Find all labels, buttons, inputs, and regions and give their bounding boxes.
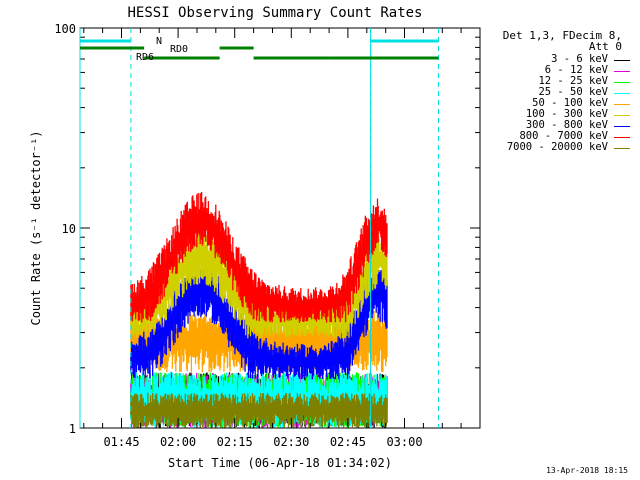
x-tick-label: 02:00 — [160, 435, 196, 449]
legend-label: 100 - 300 keV — [525, 108, 608, 120]
legend-item: 100 - 300 keV — [480, 109, 630, 120]
legend-label: 12 - 25 keV — [538, 75, 608, 87]
legend-item: 7000 - 20000 keV — [480, 142, 630, 153]
legend-title-line-2: Att 0 — [588, 40, 622, 53]
legend-swatch — [614, 115, 630, 116]
legend-item: 300 - 800 keV — [480, 120, 630, 131]
annotation-rd0: RD0 — [170, 44, 188, 55]
legend-item: 3 - 6 keV — [480, 54, 630, 65]
x-tick-label: 02:15 — [217, 435, 253, 449]
chart-title: HESSI Observing Summary Count Rates — [127, 5, 422, 21]
legend-item: 50 - 100 keV — [480, 98, 630, 109]
footer-timestamp: 13-Apr-2018 18:15 — [546, 466, 628, 475]
annotation-n: N — [156, 36, 162, 47]
legend-label: 7000 - 20000 keV — [506, 141, 608, 153]
legend-swatch — [614, 71, 630, 72]
legend-label: 800 - 7000 keV — [519, 130, 608, 142]
series-trace — [130, 392, 388, 428]
legend-label: 50 - 100 keV — [532, 97, 608, 109]
legend-item: 6 - 12 keV — [480, 65, 630, 76]
y-tick-label: 10 — [62, 222, 76, 236]
y-tick-label: 1 — [69, 422, 76, 436]
legend-swatch — [614, 82, 630, 83]
legend-swatch — [614, 104, 630, 105]
plot-area: 1 10 100 01:45 02:00 02:15 02:30 02:45 03:00 N RD0… — [54, 22, 481, 449]
x-tick-label: 03:00 — [386, 435, 422, 449]
x-tick-label: 02:45 — [330, 435, 366, 449]
legend-swatch — [614, 60, 630, 61]
legend-label: 6 - 12 keV — [544, 64, 608, 76]
legend-swatch — [614, 148, 630, 149]
y-tick-label: 100 — [54, 22, 76, 36]
y-axis-label: Count Rate (s⁻¹ detector⁻¹) — [29, 130, 43, 325]
x-tick-label: 01:45 — [103, 435, 139, 449]
legend-label: 25 - 50 keV — [538, 86, 608, 98]
legend-item: 12 - 25 keV — [480, 76, 630, 87]
legend-item: 800 - 7000 keV — [480, 131, 630, 142]
annotation-rd6: RD6 — [136, 52, 154, 63]
x-axis-label: Start Time (06-Apr-18 01:34:02) — [168, 456, 392, 470]
x-tick-label: 02:30 — [273, 435, 309, 449]
legend-item: 25 - 50 keV — [480, 87, 630, 98]
series-7000-20000-kev — [130, 392, 388, 428]
legend-swatch — [614, 126, 630, 127]
legend-title-line-1: Det 1,3, FDecim 8, — [502, 29, 622, 42]
legend-swatch — [614, 137, 630, 138]
legend-label: 3 - 6 keV — [551, 53, 608, 65]
legend-swatch — [614, 93, 630, 94]
legend-label: 300 - 800 keV — [525, 119, 608, 131]
